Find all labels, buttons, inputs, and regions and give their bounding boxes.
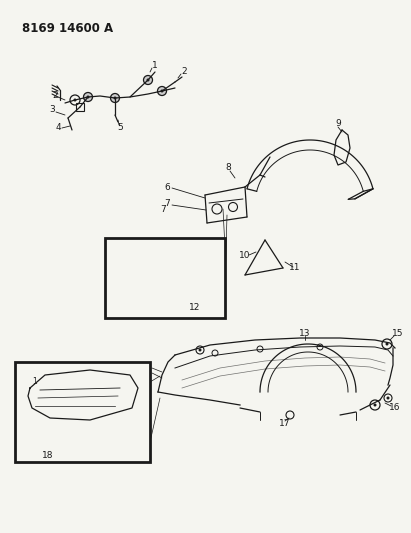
- Circle shape: [116, 394, 120, 398]
- Text: 8169 14600 A: 8169 14600 A: [22, 22, 113, 35]
- Text: 18: 18: [42, 450, 54, 459]
- Text: 16: 16: [389, 403, 401, 413]
- Text: 15: 15: [392, 329, 404, 338]
- Circle shape: [74, 99, 76, 101]
- Circle shape: [199, 349, 201, 351]
- Text: 17: 17: [279, 419, 291, 429]
- Text: 2: 2: [181, 68, 187, 77]
- Circle shape: [157, 86, 166, 95]
- Circle shape: [386, 343, 388, 345]
- Circle shape: [146, 78, 150, 82]
- Circle shape: [111, 93, 120, 102]
- Text: 12: 12: [189, 303, 200, 312]
- Text: 11: 11: [289, 263, 301, 272]
- Circle shape: [83, 93, 92, 101]
- Text: 8: 8: [225, 164, 231, 173]
- Text: 4: 4: [55, 124, 61, 133]
- Circle shape: [386, 397, 390, 400]
- Text: 9: 9: [335, 118, 341, 127]
- Circle shape: [86, 391, 90, 395]
- FancyBboxPatch shape: [15, 362, 150, 462]
- Text: 2: 2: [52, 91, 58, 100]
- Circle shape: [143, 76, 152, 85]
- Circle shape: [53, 393, 57, 397]
- Text: 13: 13: [299, 328, 311, 337]
- Circle shape: [86, 95, 90, 99]
- Text: 6: 6: [164, 182, 170, 191]
- Text: 7: 7: [164, 199, 170, 208]
- Circle shape: [113, 96, 116, 100]
- Circle shape: [374, 403, 376, 407]
- FancyBboxPatch shape: [105, 238, 225, 318]
- Text: 1: 1: [32, 377, 37, 386]
- Circle shape: [178, 278, 182, 282]
- Text: 5: 5: [117, 124, 123, 133]
- Bar: [76, 103, 84, 111]
- Circle shape: [153, 274, 157, 278]
- Text: 3: 3: [49, 106, 55, 115]
- Text: 7: 7: [160, 206, 166, 214]
- Circle shape: [161, 90, 164, 93]
- Text: 14: 14: [139, 364, 151, 373]
- Text: 1: 1: [152, 61, 158, 69]
- Text: 10: 10: [239, 251, 251, 260]
